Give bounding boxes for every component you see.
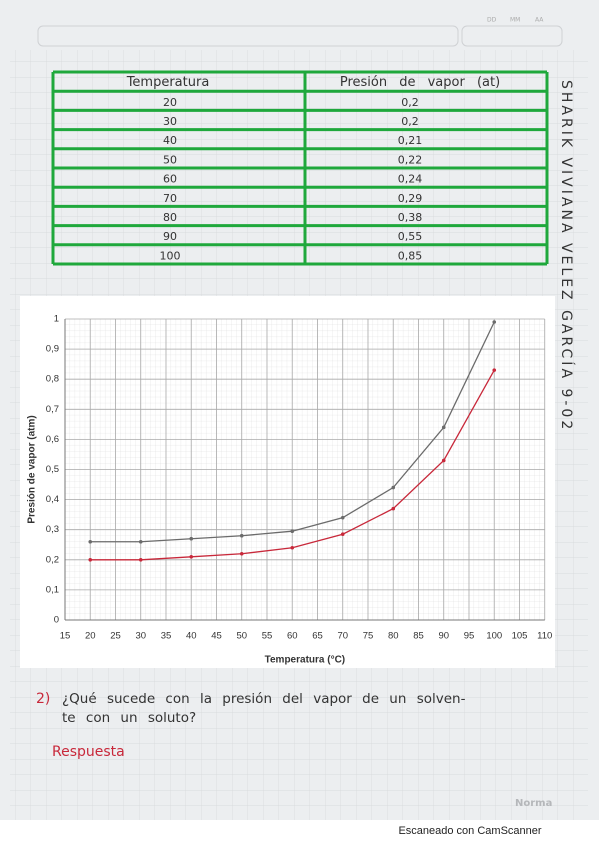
x-tick-label: 105 [512, 631, 528, 642]
data-point [391, 506, 396, 511]
data-point [239, 551, 244, 556]
table-cell: 0,2 [401, 115, 419, 128]
x-axis-label: Temperatura (°C) [265, 655, 346, 666]
y-tick-label: 0,3 [46, 524, 59, 535]
brand: Norma [515, 798, 552, 809]
x-tick-label: 70 [337, 631, 348, 642]
x-tick-label: 50 [236, 631, 247, 642]
footer: Escaneado con CamScanner [398, 825, 541, 837]
date-field: DD [487, 17, 497, 24]
data-point [138, 558, 143, 562]
x-tick-label: 85 [413, 631, 424, 642]
table-cell: 0,29 [398, 192, 423, 205]
y-tick-label: 0,7 [46, 404, 59, 415]
y-tick-label: 0,2 [46, 554, 59, 565]
data-point [441, 458, 446, 463]
x-tick-label: 65 [312, 631, 323, 642]
y-tick-label: 1 [54, 314, 59, 325]
question-number: 2) [36, 691, 50, 707]
date-box [461, 25, 563, 47]
table-cell: 30 [163, 115, 177, 128]
data-point [88, 539, 93, 544]
x-tick-label: 110 [537, 631, 552, 642]
table-cell: 0,22 [398, 153, 423, 166]
table-cell: 60 [163, 173, 177, 186]
student-name: SHARIK VIVIANA VELEZ GARCÍA 9-02 [558, 80, 575, 432]
x-tick-label: 35 [161, 631, 172, 642]
data-point [88, 558, 93, 562]
data-point [290, 545, 295, 550]
data-point [239, 533, 244, 538]
data-point [492, 320, 497, 324]
x-tick-label: 30 [135, 631, 146, 642]
question-line: te con un soluto? [62, 710, 196, 726]
table-header: Presión de vapor (at) [340, 75, 500, 90]
date-field: AA [535, 17, 544, 24]
x-tick-label: 90 [438, 631, 449, 642]
x-tick-label: 95 [464, 631, 475, 642]
y-tick-label: 0 [54, 615, 59, 626]
data-point [340, 515, 345, 520]
header-box [37, 25, 459, 47]
table-header: Temperatura [126, 75, 210, 90]
table-cell: 20 [163, 96, 177, 109]
table-cell: 0,2 [401, 96, 419, 109]
y-tick-label: 0,9 [46, 344, 59, 355]
x-tick-label: 45 [211, 631, 222, 642]
data-point [391, 485, 396, 490]
x-tick-label: 100 [486, 631, 502, 642]
x-tick-label: 80 [388, 631, 399, 642]
data-point [189, 536, 194, 541]
y-axis-label: Presión de vapor (atm) [27, 415, 38, 523]
table-cell: 50 [163, 153, 177, 166]
table-cell: 70 [163, 192, 177, 205]
table: Temperatura Presión de vapor (at) 20 0,2 30 0… [51, 70, 549, 266]
answer-label: Respuesta [52, 744, 125, 760]
y-tick-label: 0,4 [46, 494, 59, 505]
table-cell: 0,24 [398, 173, 423, 186]
question-line: ¿Qué sucede con la presión del vapor de … [62, 691, 466, 707]
y-tick-label: 0,5 [46, 464, 59, 475]
data-point [492, 368, 497, 372]
x-tick-label: 40 [186, 631, 197, 642]
chart: 15 20 25 30 35 40 45 50 55 60 65 70 75 80 85 90 95 100 105… [27, 314, 553, 666]
table-cell: 0,38 [398, 211, 423, 224]
x-tick-label: 15 [60, 631, 71, 642]
table-cell: 0,85 [398, 249, 423, 262]
table-cell: 0,21 [398, 134, 423, 147]
data-point [340, 532, 345, 537]
x-tick-label: 20 [85, 631, 96, 642]
x-tick-label: 60 [287, 631, 298, 642]
table-cell: 90 [163, 230, 177, 243]
data-point [290, 529, 295, 534]
y-tick-label: 0,1 [46, 584, 59, 595]
table-cell: 80 [163, 211, 177, 224]
x-tick-label: 55 [262, 631, 273, 642]
data-point [138, 539, 143, 544]
y-tick-label: 0,8 [46, 374, 59, 385]
data-point [189, 554, 194, 559]
table-cell: 0,55 [398, 230, 423, 243]
y-tick-label: 0,6 [46, 434, 59, 445]
data-point [441, 425, 446, 430]
table-cell: 100 [160, 249, 181, 262]
x-tick-label: 25 [110, 631, 121, 642]
table-cell: 40 [163, 134, 177, 147]
x-tick-label: 75 [363, 631, 374, 642]
date-field: MM [510, 17, 520, 24]
